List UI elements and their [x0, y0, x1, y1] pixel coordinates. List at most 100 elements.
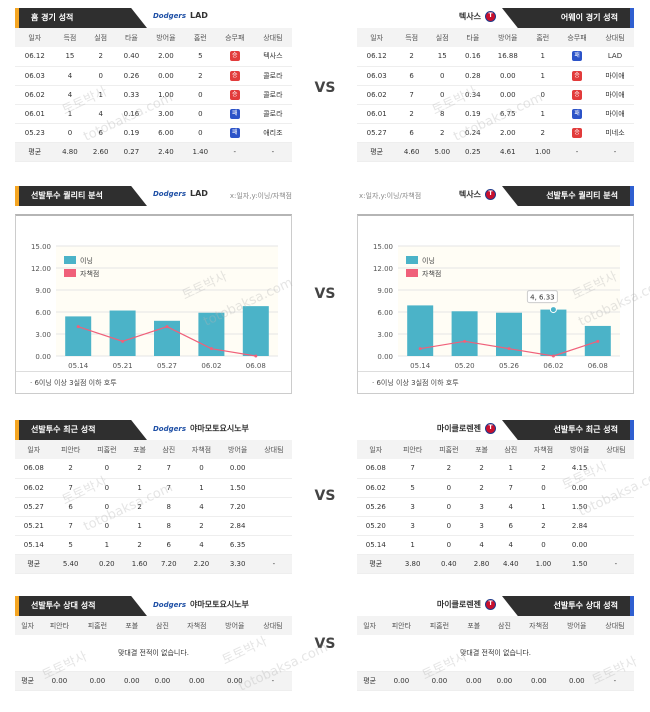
average-row: 평균 0.00 0.00 0.00 0.00 0.00 0.00 -	[15, 671, 292, 690]
table-cell: 콜로라	[263, 109, 283, 118]
table-cell: 1	[67, 109, 73, 118]
average-cell: 0.00	[465, 676, 482, 685]
average-cell: 5.00	[434, 147, 451, 156]
quality-right-chart: 0.00 3.00 6.00 9.00 12.00 15.00 05.14 05.20 05.2…	[357, 214, 634, 394]
table-cell: 2	[440, 128, 445, 137]
recent-right-pitcher: 마이클로렌젠 T	[437, 423, 496, 434]
table-cell: 0.16	[123, 109, 140, 118]
table-row: 06.02 4 1 0.33 1.00 0 승 콜로라	[15, 85, 292, 104]
table-cell: 3	[479, 521, 484, 530]
column-header: 일자	[369, 445, 383, 454]
table-row: 06.08 2 0 2 7 0 0.00	[15, 459, 292, 478]
table-cell: 승	[558, 123, 596, 142]
table-cell: 패	[558, 104, 596, 123]
vs-left-title: 선발투수 상대 성적	[15, 596, 147, 616]
table-cell: 0.34	[465, 90, 481, 99]
table-cell: 마이애	[605, 90, 625, 99]
average-cell: 3.80	[404, 559, 421, 568]
average-cell: 2.60	[92, 147, 109, 156]
table-cell: 7	[508, 483, 513, 492]
average-cell: 1.40	[192, 147, 209, 156]
average-cell: 2.20	[193, 559, 210, 568]
table-cell: 0	[104, 483, 110, 492]
column-header: 상대팀	[605, 621, 625, 630]
earned-runs-point	[209, 347, 213, 351]
table-cell: 0	[198, 128, 203, 137]
table-cell: 1	[137, 483, 142, 492]
earned-runs-point	[596, 339, 600, 343]
recent-left-title: 선발투수 최근 성적	[15, 420, 147, 440]
table-cell: 0	[104, 521, 110, 530]
average-cell: 평균	[21, 676, 35, 685]
dodgers-logo-icon: Dodgers	[153, 190, 187, 198]
column-header: 피홈런	[429, 621, 450, 630]
table-cell	[598, 478, 634, 497]
table-cell: 0	[446, 540, 452, 549]
average-cell: -	[271, 147, 275, 156]
column-header: 득점	[63, 33, 77, 42]
legend-label-innings: 이닝	[80, 256, 93, 265]
table-cell: 0.00	[500, 71, 516, 80]
column-header: 피홈런	[87, 621, 108, 630]
quality-right-axis-note: x:일자,y:이닝/자책점	[359, 192, 422, 200]
average-cell: 평균	[363, 676, 377, 685]
table-cell: 06.02	[23, 483, 44, 492]
table-cell: 15	[65, 52, 75, 61]
average-cell: 0.00	[89, 676, 106, 685]
y-tick-label: 6.00	[377, 309, 393, 317]
quality-right-footer: · 6이닝 이상 3실점 이하 호투	[358, 371, 633, 393]
average-row: 평균 0.00 0.00 0.00 0.00 0.00 0.00 -	[357, 671, 634, 690]
y-tick-label: 15.00	[373, 243, 393, 251]
table-cell: 1	[199, 483, 204, 492]
earned-runs-point	[76, 325, 80, 329]
innings-bar	[65, 316, 92, 356]
table-cell: 7.20	[229, 502, 246, 511]
table-cell: 2	[137, 502, 142, 511]
table-cell: 승	[558, 85, 596, 104]
table-cell: 0	[446, 521, 452, 530]
table-cell: 0	[541, 540, 546, 549]
y-tick-label: 9.00	[377, 287, 393, 295]
average-cell: 5.40	[62, 559, 79, 568]
recent-left-panel: 선발투수 최근 성적 Dodgers 야마모토요시노부 일자 피안타 피홈런 포볼 삼진 자…	[15, 420, 292, 574]
average-cell: 1.00	[535, 559, 552, 568]
average-cell: -	[613, 147, 617, 156]
average-cell: 7.20	[160, 559, 177, 568]
table-cell: 1	[137, 521, 142, 530]
table-cell: 2	[446, 464, 452, 473]
table-cell: 0.26	[123, 71, 140, 80]
no-record-row: 맞대결 전적이 없습니다.	[15, 635, 292, 671]
table-cell: 1.50	[229, 483, 246, 492]
earned-runs-point	[418, 347, 422, 351]
column-header: 피홈런	[439, 445, 459, 454]
x-tick-label: 05.21	[113, 362, 133, 370]
legend-swatch-innings	[406, 256, 418, 264]
table-cell: LAD	[607, 52, 623, 61]
average-cell: 0.00	[531, 676, 547, 685]
result-badge: 패	[572, 108, 583, 119]
table-cell: 1	[410, 540, 415, 549]
quality-left-team: Dodgers LAD	[153, 189, 208, 198]
earned-runs-point	[254, 354, 258, 358]
column-header: 타율	[124, 33, 138, 42]
result-badge: 패	[572, 51, 583, 62]
table-cell: 마이애	[605, 109, 625, 118]
column-header: 일자	[27, 445, 41, 454]
recent-right-panel: 마이클로렌젠 T 선발투수 최근 성적 일자 피안타 피홈런 포볼 삼진 자책점 방어율 상대팀…	[357, 420, 634, 574]
table-cell: 2	[199, 521, 204, 530]
home-record-header: 홈 경기 성적 Dodgers LAD	[15, 8, 292, 28]
column-header: 실점	[94, 33, 108, 42]
away-record-panel: 텍사스 T 어웨이 경기 성적 일자 득점 실점 타율 방어율 홈런 승무패 상대팀 06.12…	[357, 8, 634, 162]
table-cell: 7	[410, 464, 415, 473]
home-record-title: 홈 경기 성적	[15, 8, 147, 28]
column-header: 홈런	[193, 33, 207, 42]
table-cell: 06.03	[24, 71, 45, 80]
table-cell: 0.00	[500, 90, 516, 99]
table-cell: 0	[198, 109, 203, 118]
table-row: 06.03 6 0 0.28 0.00 1 승 마이애	[357, 66, 634, 85]
recent-left-pitcher: Dodgers 야마모토요시노부	[153, 424, 249, 433]
table-cell: 0.00	[158, 71, 174, 80]
table-cell: 승	[216, 66, 254, 85]
table-cell: 7	[409, 90, 414, 99]
table-cell: 패	[216, 123, 254, 142]
